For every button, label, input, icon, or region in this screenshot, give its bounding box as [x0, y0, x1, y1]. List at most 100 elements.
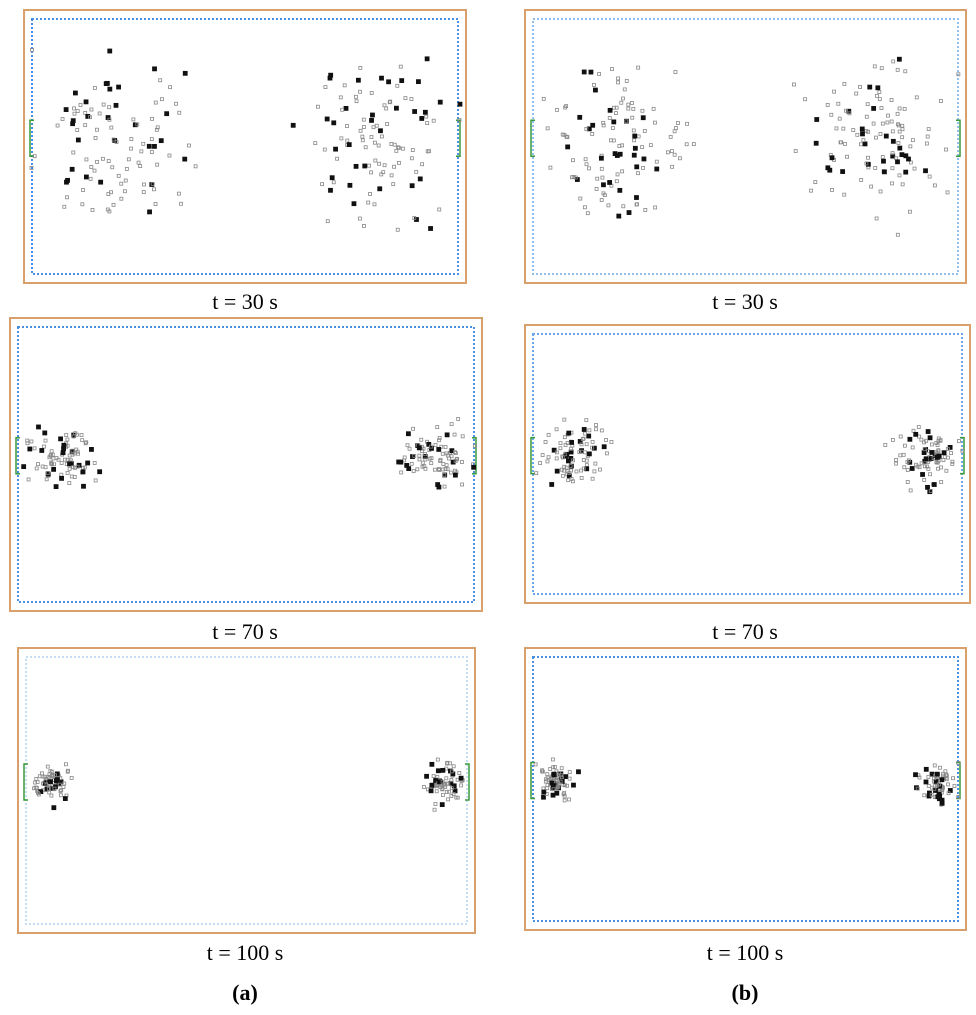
particle — [900, 153, 904, 157]
particle — [617, 214, 621, 218]
particle — [99, 180, 103, 184]
particle — [642, 157, 646, 161]
particle — [420, 116, 424, 120]
particle — [43, 431, 47, 435]
particle — [618, 188, 622, 192]
particle — [924, 780, 928, 784]
particle — [904, 170, 908, 174]
particle — [841, 170, 845, 174]
particle — [152, 144, 156, 148]
particle — [587, 434, 591, 438]
particle — [356, 78, 360, 82]
particle — [62, 443, 66, 447]
particle — [370, 118, 374, 122]
particle — [542, 790, 546, 794]
particle — [814, 141, 818, 145]
particle — [81, 484, 85, 488]
particle — [930, 450, 934, 454]
particle — [589, 70, 593, 74]
particle — [159, 139, 163, 143]
particle — [555, 469, 559, 473]
particle — [576, 770, 580, 774]
particle — [438, 100, 442, 104]
particle — [183, 157, 187, 161]
particle — [40, 448, 44, 452]
particle — [429, 789, 433, 793]
particle — [81, 470, 85, 474]
caption: t = 100 s — [707, 940, 784, 965]
particle — [552, 773, 556, 777]
particle — [564, 775, 568, 779]
particle — [882, 170, 886, 174]
particle — [828, 168, 832, 172]
particle — [897, 57, 901, 61]
particle — [436, 769, 440, 773]
particle — [453, 473, 457, 477]
particle — [399, 460, 403, 464]
particle — [472, 465, 476, 469]
panel-border — [525, 648, 966, 930]
particle — [427, 442, 431, 446]
particle — [898, 146, 902, 150]
particle — [458, 102, 462, 106]
particle — [906, 157, 910, 161]
snapshot-panel — [24, 10, 466, 283]
particle — [445, 433, 449, 437]
particle — [148, 210, 152, 214]
particle — [89, 447, 93, 451]
particle — [22, 465, 26, 469]
particle — [924, 457, 928, 461]
particle — [86, 461, 90, 465]
panel-border — [18, 648, 475, 933]
particle — [147, 144, 151, 148]
particle — [578, 115, 582, 119]
particle — [153, 67, 157, 71]
particle — [932, 483, 936, 487]
figure: (a) (b) t = 30 st = 30 st = 70 st = 70 s… — [0, 0, 976, 1010]
particle — [291, 123, 295, 127]
particle — [183, 71, 187, 75]
particle — [413, 110, 417, 114]
particle — [921, 472, 925, 476]
particle — [913, 773, 917, 777]
particle — [601, 183, 605, 187]
particle — [895, 160, 899, 164]
particle — [935, 772, 939, 776]
particle — [602, 445, 606, 449]
particle — [876, 86, 880, 90]
particle — [632, 153, 636, 157]
particle — [347, 143, 351, 147]
particle — [348, 183, 352, 187]
particle — [108, 49, 112, 53]
particle — [380, 76, 384, 80]
particle — [370, 113, 374, 117]
particle — [354, 164, 358, 168]
particle — [555, 791, 559, 795]
particle — [612, 120, 616, 124]
caption: t = 30 s — [212, 289, 278, 314]
particle — [150, 183, 154, 187]
particle — [73, 91, 77, 95]
particle — [165, 112, 169, 116]
particle — [405, 463, 409, 467]
particle — [928, 436, 932, 440]
particle — [937, 454, 941, 458]
particle — [52, 467, 56, 471]
particle — [570, 440, 574, 444]
particle — [608, 108, 612, 112]
particle — [84, 100, 88, 104]
particle — [815, 117, 819, 121]
particle — [410, 184, 414, 188]
particle — [592, 446, 596, 450]
particle — [924, 767, 928, 771]
particle — [634, 196, 638, 200]
particle — [910, 466, 914, 470]
particle — [59, 437, 63, 441]
particle — [940, 778, 944, 782]
particle — [860, 132, 864, 136]
particle — [914, 432, 918, 436]
particle — [84, 175, 88, 179]
particle — [567, 431, 571, 435]
particle — [599, 156, 603, 160]
particle — [608, 180, 612, 184]
